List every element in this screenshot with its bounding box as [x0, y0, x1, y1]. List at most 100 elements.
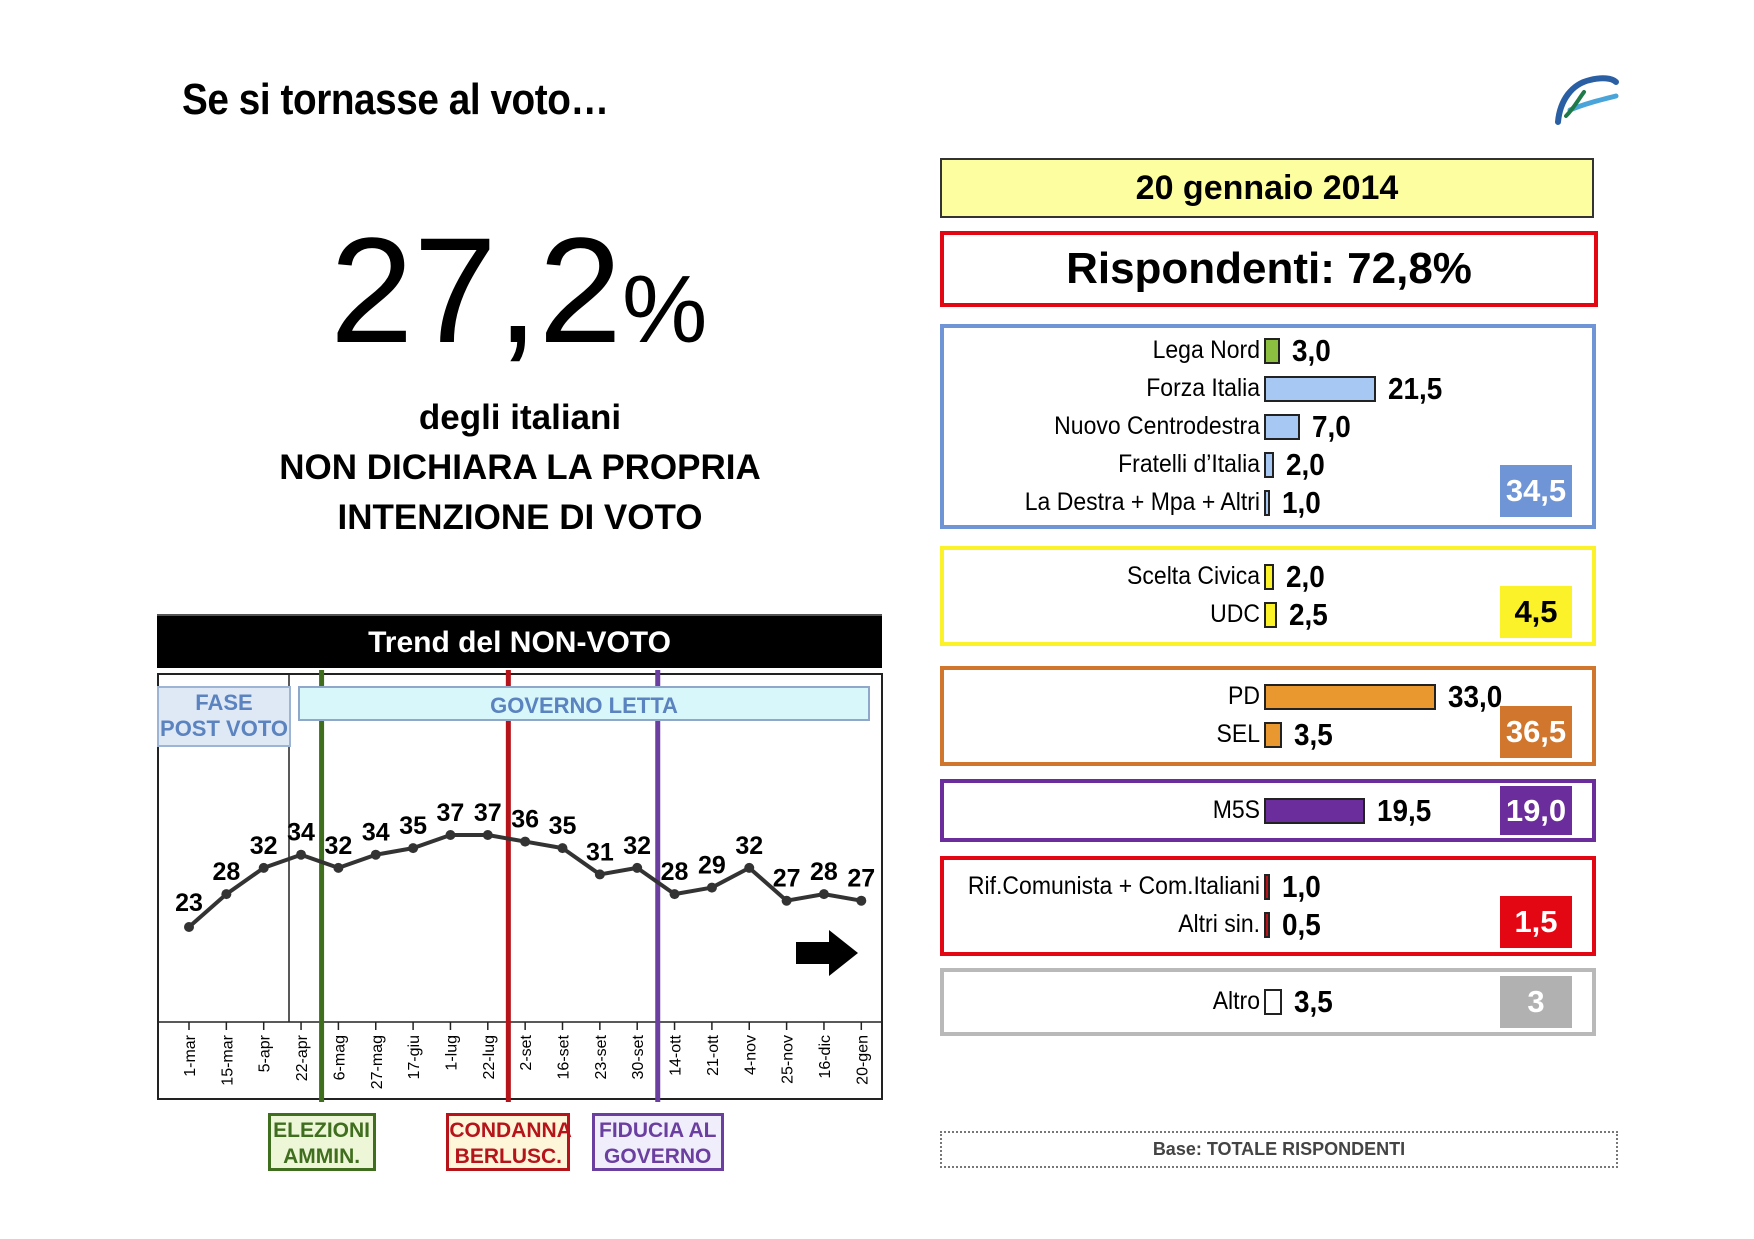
x-tick-label: 2-set [518, 1034, 535, 1070]
base-note: Base: TOTALE RISPONDENTI [940, 1131, 1618, 1168]
party-name: Lega Nord [1152, 335, 1260, 364]
arrow-right-icon [796, 930, 858, 976]
group-total-badge: 34,5 [1500, 465, 1572, 517]
x-tick-label: 20-gen [854, 1035, 871, 1085]
trend-header: Trend del NON-VOTO [157, 614, 882, 668]
data-label: 27 [847, 865, 875, 893]
party-name: La Destra + Mpa + Altri [1024, 487, 1260, 516]
party-value: 21,5 [1387, 370, 1443, 406]
data-point [744, 862, 755, 873]
headline-value: 27,2 [330, 206, 622, 374]
party-bar [1264, 874, 1270, 900]
x-tick-label: 17-giu [406, 1035, 423, 1079]
party-row: La Destra + Mpa + Altri 1,0 [944, 484, 1592, 520]
trend-chart: FASE POST VOTO GOVERNO LETTA 23 28 32 34 32 3… [157, 670, 883, 1102]
data-point [370, 849, 381, 860]
x-tick-label: 15-mar [219, 1034, 236, 1085]
party-value: 3,5 [1294, 717, 1333, 752]
group-total-badge: 3 [1500, 976, 1572, 1028]
data-point [781, 895, 792, 906]
data-label: 23 [175, 889, 203, 917]
headline-line-2: NON DICHIARA LA PROPRIA [279, 448, 761, 487]
phase-post-voto-line2: POST VOTO [160, 716, 288, 741]
data-point [669, 889, 680, 900]
data-point [557, 843, 568, 854]
party-row: PD 33,0 [944, 678, 1592, 714]
data-label: 36 [511, 806, 539, 834]
party-value: 2,0 [1286, 446, 1326, 482]
party-bar [1264, 413, 1301, 440]
headline-percent: 27,2% [330, 215, 707, 365]
party-value: 33,0 [1447, 679, 1502, 714]
party-bar [1264, 797, 1366, 824]
x-tick-label: 22-apr [294, 1034, 311, 1081]
data-point [296, 849, 307, 860]
group-total-badge: 19,0 [1500, 786, 1572, 835]
x-tick-label: 22-lug [481, 1035, 498, 1079]
data-point [856, 895, 867, 906]
party-group-3: M5S 19,5 19,0 [940, 779, 1596, 842]
party-value: 1,0 [1282, 869, 1321, 904]
party-value: 0,5 [1282, 907, 1321, 942]
data-label: 31 [586, 838, 614, 866]
party-value: 3,5 [1294, 984, 1333, 1019]
x-tick-label: 30-set [630, 1034, 647, 1079]
party-bar [1264, 375, 1376, 402]
party-row: Nuovo Centrodestra 7,0 [944, 408, 1592, 444]
party-bar [1264, 451, 1275, 478]
event-label-1: CONDANNA BERLUSC. [446, 1113, 572, 1171]
event-label-0: ELEZIONI AMMIN. [267, 1113, 376, 1171]
x-tick-label: 4-nov [742, 1035, 759, 1075]
x-tick-label: 6-mag [331, 1035, 348, 1080]
party-name: UDC [1210, 600, 1260, 628]
data-point [333, 862, 344, 873]
data-label: 28 [661, 858, 689, 886]
party-row: SEL 3,5 [944, 716, 1592, 752]
party-bar [1264, 722, 1283, 748]
party-bar [1264, 684, 1436, 710]
data-label: 28 [810, 858, 838, 886]
x-tick-label: 27-mag [369, 1035, 386, 1089]
party-bar [1264, 912, 1270, 938]
data-point [184, 922, 194, 932]
party-name: Fratelli d’Italia [1118, 449, 1260, 478]
party-row: Altro 3,5 [944, 983, 1592, 1019]
respondents-box: Rispondenti: 72,8% [940, 231, 1598, 307]
party-group-5: Altro 3,5 3 [940, 968, 1596, 1036]
data-label: 32 [735, 832, 763, 860]
party-bar [1264, 602, 1277, 628]
data-label: 29 [698, 852, 726, 880]
party-bar [1264, 337, 1280, 364]
party-name: Scelta Civica [1127, 562, 1260, 590]
event-label-line1: ELEZIONI [273, 1119, 370, 1142]
headline-line-3: INTENZIONE DI VOTO [337, 498, 703, 537]
x-tick-label: 25-nov [780, 1035, 797, 1084]
data-label: 37 [474, 799, 502, 827]
x-tick-label: 14-ott [668, 1034, 685, 1075]
party-bar [1264, 564, 1275, 590]
party-group-4: Rif.Comunista + Com.Italiani 1,0 Altri sin… [940, 856, 1596, 956]
party-row: Altri sin. 0,5 [944, 906, 1592, 942]
party-name: Altro [1212, 987, 1260, 1015]
party-value: 1,0 [1282, 484, 1321, 520]
party-name: SEL [1216, 720, 1260, 748]
data-label: 27 [773, 865, 801, 893]
poll-date: 20 gennaio 2014 [940, 158, 1594, 218]
party-row: Rif.Comunista + Com.Italiani 1,0 [944, 868, 1592, 904]
brand-logo [1555, 75, 1619, 125]
data-point [445, 830, 456, 840]
page-title: Se si tornasse al voto… [182, 75, 609, 124]
phase-governo-letta: GOVERNO LETTA [490, 693, 678, 718]
data-label: 35 [399, 812, 427, 840]
data-label: 35 [549, 812, 577, 840]
event-label-line1: CONDANNA [449, 1119, 572, 1142]
data-point [706, 882, 717, 893]
x-tick-label: 1-mar [182, 1034, 199, 1076]
party-row: Fratelli d’Italia 2,0 [944, 446, 1592, 482]
event-label-line2: BERLUSC. [454, 1145, 562, 1168]
data-point [408, 843, 419, 854]
event-label-line1: FIDUCIA AL [599, 1119, 717, 1142]
party-value: 7,0 [1312, 408, 1352, 444]
data-label: 32 [623, 832, 651, 860]
data-point [594, 869, 605, 880]
